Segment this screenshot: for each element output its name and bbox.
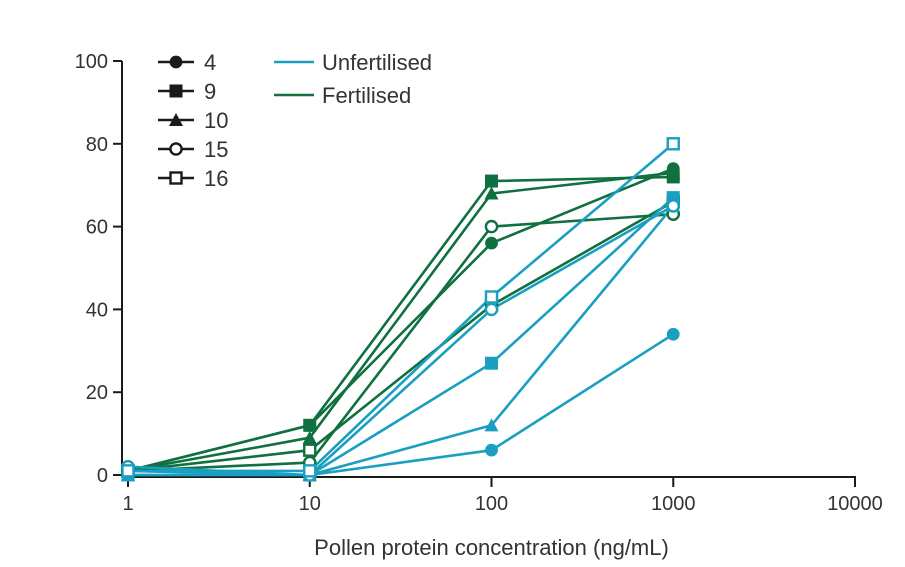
series-line-16-unfertilised — [128, 142, 675, 473]
data-point-15-unfertilised — [666, 199, 681, 213]
y-tick-label: 0 — [97, 465, 108, 487]
y-tick-label: 40 — [86, 299, 108, 321]
series-line-16-fertilised — [127, 200, 674, 473]
data-point-4-fertilised — [485, 236, 498, 250]
data-point-15-unfertilised — [484, 302, 499, 317]
axes: 0 20 40 60 80 100 1 10 100 1000 10000 Pollen prot… — [75, 51, 883, 560]
data-point-4-unfertilised — [666, 327, 680, 341]
series-line-10-fertilised — [127, 171, 674, 473]
legend-label-9: 9 — [204, 79, 216, 104]
x-tick-label: 10000 — [827, 493, 883, 515]
series-lines — [127, 142, 675, 477]
series-line-10-unfertilised — [128, 205, 675, 477]
series-line-4-unfertilised — [127, 333, 674, 477]
legend-label-unfertilised: Unfertilised — [322, 50, 432, 75]
legend-marker-10 — [169, 113, 183, 126]
legend-label-4: 4 — [204, 50, 216, 75]
data-point-10-fertilised — [302, 430, 317, 444]
x-ticks: 1 10 100 1000 10000 — [122, 477, 883, 515]
x-tick-label: 1000 — [651, 493, 696, 515]
series-markers — [121, 137, 681, 482]
x-axis-label: Pollen protein concentration (ng/mL) — [314, 535, 669, 560]
data-point-16-unfertilised — [484, 290, 499, 304]
y-tick-label: 100 — [75, 51, 108, 73]
legend-label-16: 16 — [204, 166, 228, 191]
series-line-9-fertilised — [127, 175, 674, 473]
y-tick-label: 20 — [86, 382, 108, 404]
legend-label-15: 15 — [204, 137, 228, 162]
data-point-9-fertilised — [485, 174, 498, 188]
x-tick-label: 100 — [475, 493, 508, 515]
data-point-9-unfertilised — [485, 356, 498, 370]
data-point-9-fertilised — [303, 418, 317, 432]
data-point-10-fertilised — [666, 165, 681, 179]
data-point-10-fertilised — [484, 186, 499, 200]
data-point-16-unfertilised — [121, 464, 135, 478]
data-point-15-fertilised — [484, 219, 499, 234]
data-point-4-unfertilised — [485, 443, 498, 457]
legend-marker-16 — [169, 171, 183, 185]
data-point-10-unfertilised — [484, 418, 499, 432]
y-ticks: 0 20 40 60 80 100 — [75, 51, 122, 487]
legend-marker-9 — [169, 84, 183, 98]
legend-label-10: 10 — [204, 108, 228, 133]
data-point-16-unfertilised — [666, 137, 680, 151]
legend: 4 9 10 15 16 Unfertilised Fertilised — [158, 50, 432, 191]
y-tick-label: 80 — [86, 134, 108, 156]
y-tick-label: 60 — [86, 217, 108, 239]
data-point-16-unfertilised — [303, 464, 317, 478]
series-line-15-unfertilised — [127, 204, 674, 477]
data-point-16-fertilised — [303, 443, 317, 457]
x-tick-label: 10 — [299, 493, 321, 515]
legend-label-fertilised: Fertilised — [322, 83, 411, 108]
series-line-9-unfertilised — [128, 196, 675, 477]
legend-marker-4 — [169, 55, 183, 69]
legend-marker-15 — [169, 142, 183, 156]
x-tick-label: 1 — [122, 493, 133, 515]
